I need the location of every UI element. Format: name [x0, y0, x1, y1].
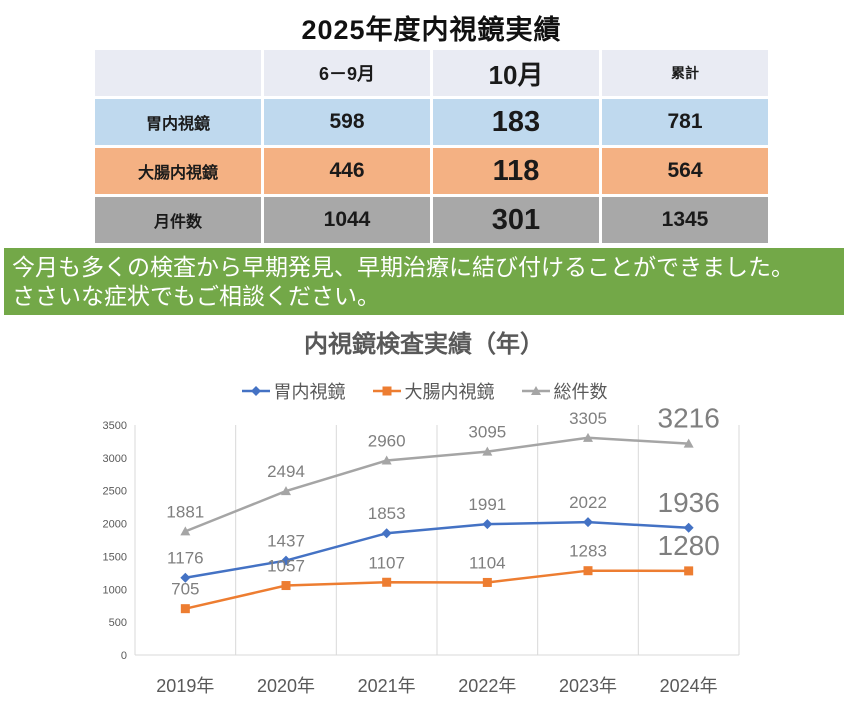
y-axis-tick-label: 3500	[103, 420, 127, 432]
legend-label: 胃内視鏡	[273, 382, 346, 402]
legend-marker-icon	[521, 386, 550, 395]
cell-value: 118	[433, 148, 599, 194]
data-label: 1176	[167, 549, 204, 568]
header-jun-sep: 6－9月	[264, 50, 430, 96]
x-axis-tick-label: 2024年	[660, 676, 718, 696]
data-point-diamond	[583, 517, 593, 528]
y-axis-tick-label: 1500	[103, 551, 127, 563]
data-label: 1853	[368, 504, 406, 523]
data-label: 2960	[368, 431, 406, 450]
data-point-triangle	[683, 438, 694, 448]
data-point-triangle	[381, 455, 392, 465]
data-label: 1057	[267, 557, 305, 576]
x-axis-tick-label: 2020年	[257, 676, 315, 696]
data-label: 1991	[468, 495, 506, 514]
cell-value: 446	[264, 148, 430, 194]
table-row: 月件数 1044 301 1345	[95, 197, 768, 243]
data-label: 1881	[166, 502, 204, 521]
header-total: 累計	[602, 50, 768, 96]
legend-marker-icon	[241, 386, 270, 396]
table-row: 大腸内視鏡 446 118 564	[95, 148, 768, 194]
endoscopy-summary-table: 6－9月 10月 累計 胃内視鏡 598 183 781 大腸内視鏡 446 1…	[92, 47, 771, 246]
x-axis-tick-label: 2021年	[358, 676, 416, 696]
legend-item-大腸内視鏡: 大腸内視鏡	[372, 378, 495, 404]
data-point-diamond	[381, 528, 392, 539]
data-point-square	[382, 577, 392, 587]
page-title: 2025年度内視鏡実績	[301, 15, 562, 45]
cell-value: 1345	[602, 197, 768, 243]
cell-value: 781	[602, 99, 768, 145]
x-axis-tick-label: 2019年	[156, 676, 214, 696]
y-axis-tick-label: 0	[121, 650, 127, 662]
data-label: 2022	[569, 493, 607, 512]
data-label: 3216	[658, 403, 720, 434]
legend-marker-icon	[372, 386, 401, 396]
data-point-square	[583, 566, 593, 576]
row-label-monthly-count: 月件数	[95, 197, 261, 243]
data-label: 1283	[569, 542, 607, 561]
series-line-総件数	[184, 436, 689, 533]
data-point-square	[281, 581, 291, 591]
row-label-gastroscopy: 胃内視鏡	[95, 99, 261, 145]
cell-value: 301	[433, 197, 599, 243]
data-point-triangle	[180, 526, 191, 536]
chart-title: 内視鏡検査実績（年）	[304, 331, 544, 358]
data-label: 1104	[469, 553, 506, 572]
data-point-square	[482, 577, 492, 587]
data-point-triangle	[583, 432, 593, 442]
data-label: 3305	[569, 409, 607, 428]
data-point-triangle	[482, 446, 493, 456]
data-point-diamond	[180, 572, 191, 583]
row-label-colonoscopy: 大腸内視鏡	[95, 148, 261, 194]
legend-item-総件数: 総件数	[521, 378, 608, 404]
y-axis-tick-label: 2500	[103, 486, 127, 498]
series-line-胃内視鏡	[185, 520, 689, 579]
data-point-diamond	[683, 522, 694, 533]
cell-value: 183	[433, 99, 599, 145]
data-label: 705	[171, 580, 199, 599]
data-point-triangle	[281, 486, 291, 496]
data-label: 1437	[267, 532, 305, 551]
y-axis-tick-label: 3000	[103, 453, 127, 465]
cell-value: 598	[264, 99, 430, 145]
y-axis-tick-label: 1000	[103, 584, 127, 596]
table-row: 胃内視鏡 598 183 781	[95, 99, 768, 145]
data-point-diamond	[482, 519, 493, 530]
data-point-diamond	[281, 555, 291, 566]
x-axis-tick-label: 2023年	[559, 676, 617, 696]
banner-line-1: 今月も多くの検査から早期発見、早期治療に結び付けることができました。	[12, 254, 794, 280]
yearly-endoscopy-line-chart: 0 500 1000 1500 2000 2500 3000 3500 2019年 2020年 20…	[103, 403, 740, 696]
data-point-square	[180, 604, 190, 614]
message-banner: 今月も多くの検査から早期発見、早期治療に結び付けることができました。 ささいな症…	[4, 248, 844, 315]
x-axis-tick-label: 2022年	[458, 676, 516, 696]
data-label: 1280	[658, 530, 720, 561]
data-label: 1107	[368, 553, 405, 572]
chart-legend: 胃内視鏡 大腸内視鏡 総件数	[0, 378, 848, 404]
table-header-row: 6－9月 10月 累計	[95, 50, 768, 96]
legend-label: 総件数	[553, 382, 608, 402]
cell-value: 1044	[264, 197, 430, 243]
data-point-square	[684, 566, 694, 576]
y-axis-tick-label: 2000	[103, 519, 127, 531]
series-line-大腸内視鏡	[185, 569, 689, 610]
legend-label: 大腸内視鏡	[404, 382, 495, 402]
header-blank-cell	[95, 50, 261, 96]
legend-item-胃内視鏡: 胃内視鏡	[241, 378, 346, 404]
y-axis-tick-label: 500	[109, 617, 127, 629]
data-label: 1936	[658, 487, 720, 518]
header-october: 10月	[433, 50, 599, 96]
banner-line-2: ささいな症状でもご相談ください。	[12, 283, 380, 309]
cell-value: 564	[602, 148, 768, 194]
data-label: 2494	[267, 462, 305, 481]
data-label: 3095	[468, 423, 506, 442]
